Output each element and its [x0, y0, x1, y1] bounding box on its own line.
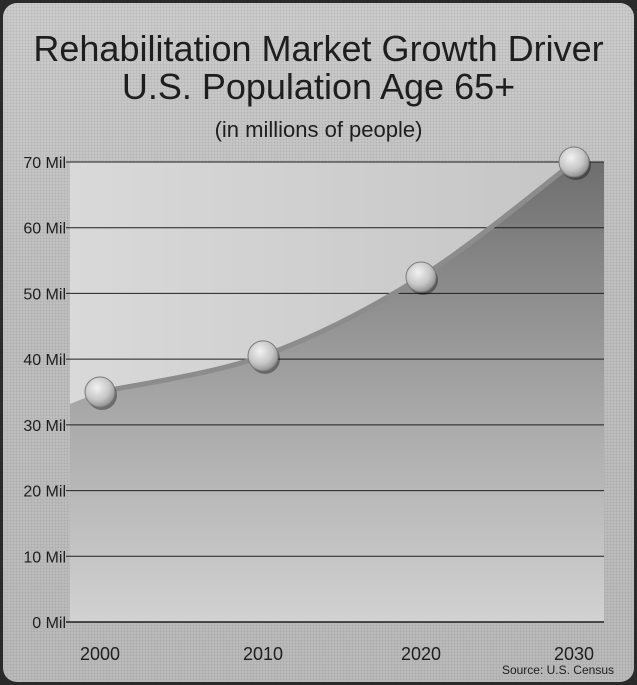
unit-note: (in millions of people) [214, 117, 423, 142]
data-point [558, 146, 590, 178]
y-tick-label: 70 Mil [23, 155, 66, 172]
y-tick-label: 30 Mil [23, 418, 66, 435]
data-point [247, 340, 279, 372]
source-note: Source: U.S. Census [501, 663, 614, 677]
series-area [70, 162, 604, 622]
series-line [97, 159, 577, 395]
y-tick-label: 40 Mil [23, 352, 66, 369]
x-tick-label: 2020 [401, 644, 441, 664]
y-tick-label: 60 Mil [23, 221, 66, 238]
chart-title: Rehabilitation Market Growth Driver [33, 28, 604, 69]
y-tick-label: 50 Mil [23, 286, 66, 303]
y-tick-label: 10 Mil [23, 549, 66, 566]
chart-subtitle: U.S. Population Age 65+ [121, 66, 516, 107]
x-tick-label: 2030 [554, 644, 594, 664]
y-tick-label: 0 Mil [32, 615, 66, 632]
x-tick-label: 2000 [80, 644, 120, 664]
x-tick-label: 2010 [243, 644, 283, 664]
data-point [405, 261, 437, 293]
data-point [84, 376, 116, 408]
y-tick-label: 20 Mil [23, 484, 66, 501]
